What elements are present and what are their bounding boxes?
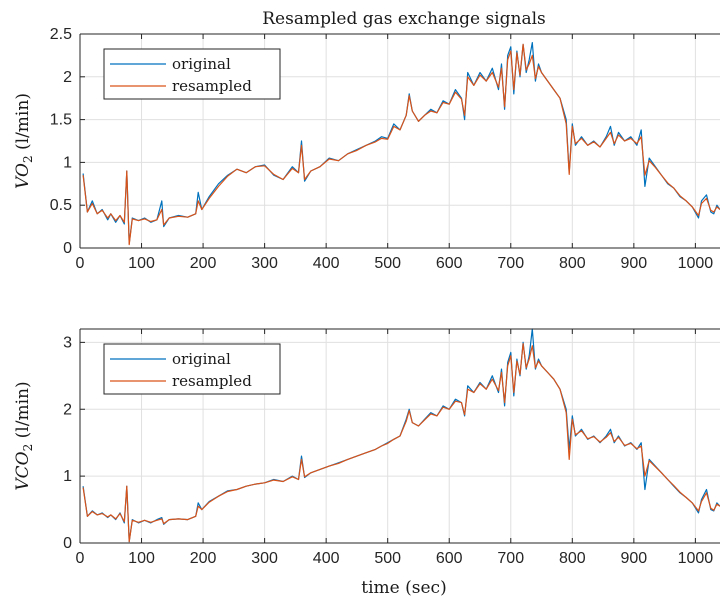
vo2-xtick-label: 300 <box>251 255 278 272</box>
vco2-series-resampled <box>82 343 720 543</box>
vco2-ytick-label: 0 <box>63 535 72 552</box>
vo2-ytick-label: 0.5 <box>50 197 72 214</box>
vco2-ytick-label: 3 <box>63 334 72 351</box>
vo2-xtick-label: 600 <box>436 255 463 272</box>
vco2-ylabel-subscript: 2 <box>21 444 35 452</box>
vo2-ylabel-symbol: VO <box>13 163 33 189</box>
vco2-ytick-label: 2 <box>63 401 72 418</box>
vo2-ytick-label: 2.5 <box>50 26 72 43</box>
vo2-xtick-label: 0 <box>76 255 85 272</box>
vo2-ylabel-subscript: 2 <box>21 155 35 163</box>
vo2-ylabel: VO2 (l/min) <box>13 93 35 189</box>
vco2-legend-label-resampled: resampled <box>172 372 252 390</box>
vo2-xtick-label: 800 <box>559 255 586 272</box>
vco2-xtick-label: 900 <box>620 550 647 567</box>
vo2-ytick-label: 0 <box>63 240 72 257</box>
vo2-ytick-label: 1.5 <box>50 112 72 129</box>
vco2-ylabel: VCO2 (l/min) <box>13 381 35 490</box>
vco2-xtick-label: 200 <box>190 550 217 567</box>
vo2-series-resampled <box>82 43 720 246</box>
vco2-legend-label-original: original <box>172 350 231 368</box>
vco2-xlabel: time (sec) <box>361 578 446 598</box>
vco2-legend-box <box>103 343 281 395</box>
vco2-panel: 0 100 200 300 400 500 600 700 800 900 10000123VCO2… <box>13 328 720 598</box>
vo2-ytick-label: 2 <box>63 69 72 86</box>
vco2-ytick-label: 1 <box>63 468 72 485</box>
vco2-ylabel-unit: (l/min) <box>13 381 33 443</box>
vo2-legend-box <box>103 48 281 100</box>
vco2-xtick-label: 800 <box>559 550 586 567</box>
vco2-xtick-label: 500 <box>374 550 401 567</box>
vco2-ylabel-symbol: VCO <box>13 451 33 490</box>
vo2-legend-label-resampled: resampled <box>172 77 252 95</box>
vco2-xtick-label: 300 <box>251 550 278 567</box>
vo2-xtick-label: 400 <box>313 255 340 272</box>
vco2-xtick-label: 100 <box>128 550 155 567</box>
vo2-legend-label-original: original <box>172 55 231 73</box>
vco2-xtick-label: 0 <box>76 550 85 567</box>
vo2-xtick-label: 1000 <box>678 255 714 272</box>
vo2-xtick-label: 700 <box>497 255 524 272</box>
vco2-xtick-label: 600 <box>436 550 463 567</box>
vo2-xtick-label: 200 <box>190 255 217 272</box>
vo2-xtick-label: 500 <box>374 255 401 272</box>
vo2-xtick-label: 100 <box>128 255 155 272</box>
vo2-ylabel-unit: (l/min) <box>13 93 33 155</box>
vco2-xtick-label: 400 <box>313 550 340 567</box>
vco2-xtick-label: 700 <box>497 550 524 567</box>
vo2-panel: 0 100 200 300 400 500 600 700 800 900 1000 0 0.5 1 1.5… <box>13 26 720 272</box>
vco2-xtick-label: 1000 <box>678 550 714 567</box>
figure-title: Resampled gas exchange signals <box>262 9 546 29</box>
vo2-xtick-label: 900 <box>620 255 647 272</box>
vo2-ytick-label: 1 <box>63 154 72 171</box>
